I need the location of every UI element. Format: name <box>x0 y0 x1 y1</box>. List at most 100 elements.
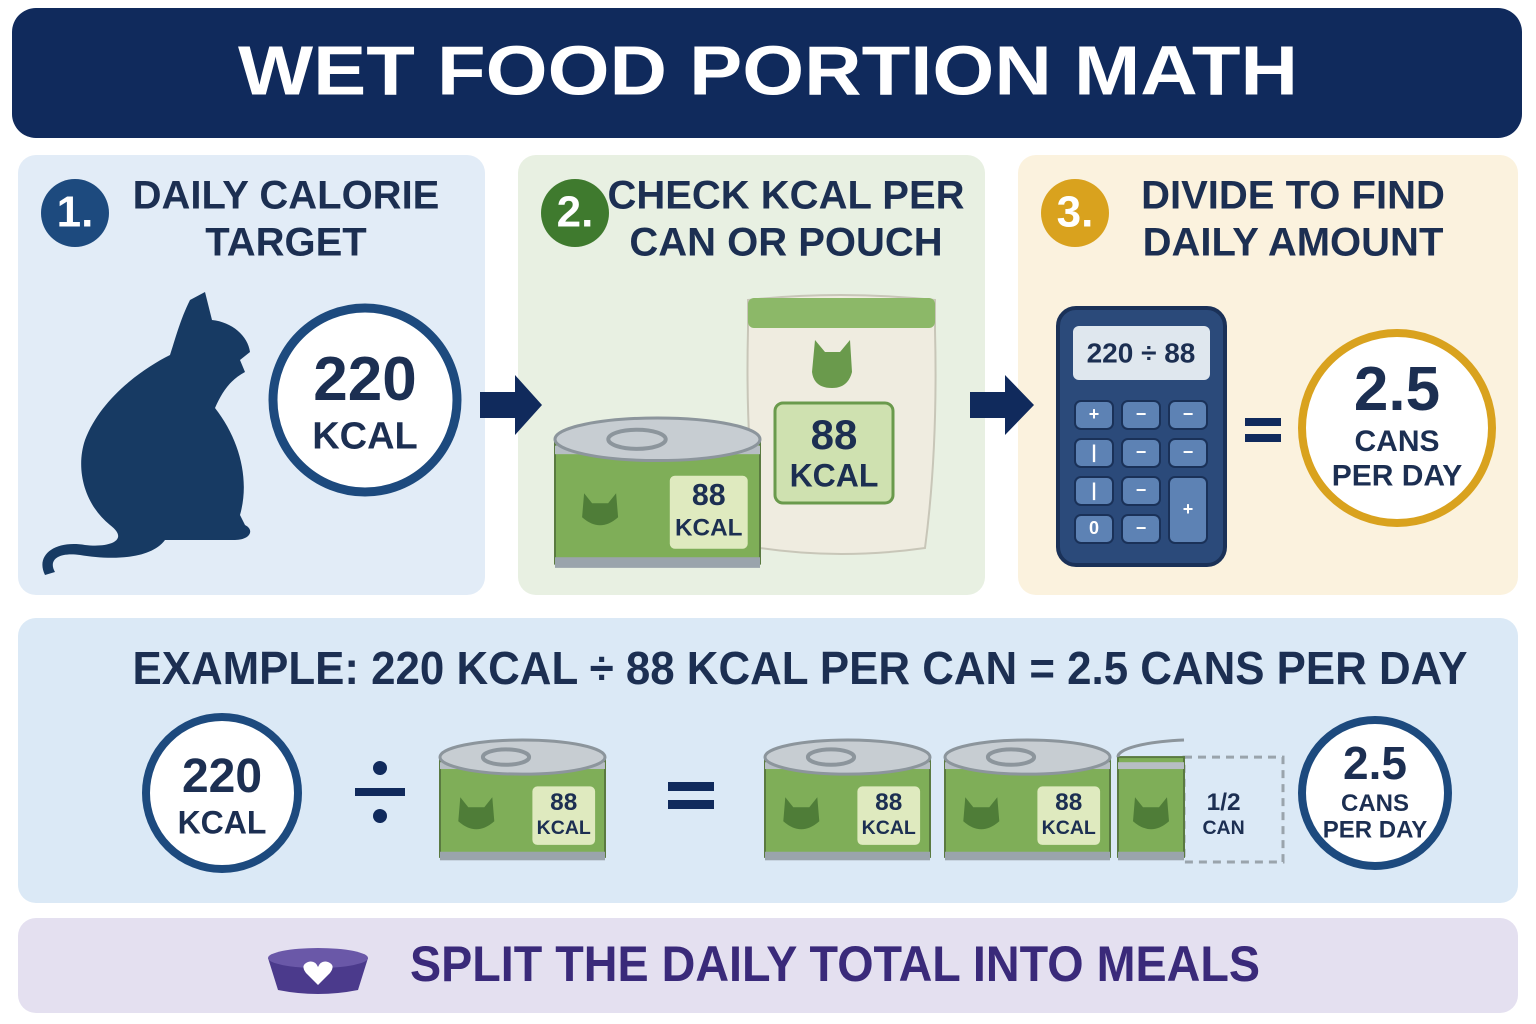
divide-sign <box>373 809 387 823</box>
step-number: 3. <box>1057 188 1094 237</box>
can-tab <box>480 747 532 767</box>
can-lid <box>943 738 1112 776</box>
calculator-key <box>1168 438 1208 468</box>
step-number: 2. <box>557 188 594 237</box>
step-title: CAN OR POUCH <box>629 221 942 265</box>
calculator-key <box>1121 400 1161 430</box>
calculator-key-label: | <box>1091 442 1096 462</box>
example-headline: EXAMPLE: 220 KCAL ÷ 88 KCAL PER CAN = 2.… <box>133 642 1468 694</box>
result-unit: PER DAY <box>1332 459 1463 492</box>
can-lid <box>553 416 762 463</box>
can-label <box>857 786 921 845</box>
calculator-key-label: − <box>1136 518 1147 538</box>
kcal-unit: KCAL <box>312 416 418 458</box>
pouch-value: 88 <box>811 411 858 458</box>
can-rim <box>945 851 1110 861</box>
can-tab <box>606 427 668 451</box>
step-number: 1. <box>57 188 94 237</box>
calculator-key-label: + <box>1183 499 1194 519</box>
equals-sign <box>1245 418 1281 426</box>
kcal-value: 220 <box>182 750 262 803</box>
arrow <box>480 375 542 435</box>
pouch-unit: KCAL <box>790 457 879 493</box>
equals-sign <box>1245 434 1281 442</box>
result-circle <box>1298 329 1496 527</box>
calculator-key <box>1168 476 1208 544</box>
can-body <box>1116 738 1185 861</box>
can-rim <box>765 851 930 861</box>
can-lid <box>438 738 607 776</box>
result-unit: CANS <box>1341 790 1409 817</box>
step-title: CHECK KCAL PER <box>607 174 964 218</box>
can-lid <box>763 738 932 776</box>
calculator-key <box>1121 476 1161 506</box>
pouch-band <box>748 298 935 328</box>
step-title: DIVIDE TO FIND <box>1141 174 1445 218</box>
can-side <box>1117 756 1185 858</box>
can-unit: KCAL <box>1042 817 1096 839</box>
calculator-key-label: − <box>1136 404 1147 424</box>
can-rim <box>555 557 760 568</box>
divide-sign <box>373 761 387 775</box>
can-tab <box>985 747 1037 767</box>
calculator-key-label: − <box>1136 442 1147 462</box>
heart-icon <box>303 961 333 985</box>
cat-icon <box>42 292 251 575</box>
kcal-circle <box>268 303 462 497</box>
cat-face-icon <box>582 493 619 526</box>
can-unit: CAN <box>1202 817 1244 839</box>
can-rim <box>1118 762 1184 770</box>
can-unit: KCAL <box>675 514 743 541</box>
step-title: TARGET <box>205 221 366 265</box>
step-title: DAILY AMOUNT <box>1143 221 1444 265</box>
can-rim <box>440 851 605 861</box>
cat-face-icon <box>963 797 1000 830</box>
cat-face-icon <box>1133 797 1169 830</box>
kcal-unit: KCAL <box>178 804 267 840</box>
can-rim <box>1118 851 1184 861</box>
calculator-display-text: 220 ÷ 88 <box>1087 337 1196 368</box>
calculator-key <box>1074 438 1114 468</box>
step-badge <box>1041 179 1109 247</box>
can-value: 88 <box>550 789 577 816</box>
result-unit: CANS <box>1354 425 1439 458</box>
pouch-label <box>773 401 895 505</box>
footer-text: SPLIT THE DAILY TOTAL INTO MEALS <box>410 936 1260 992</box>
calculator-key-label: | <box>1091 480 1096 500</box>
result-value: 2.5 <box>1354 355 1440 424</box>
result-unit: PER DAY <box>1323 816 1427 843</box>
can-unit: KCAL <box>537 817 591 839</box>
step-badge <box>541 179 609 247</box>
calculator-key <box>1121 514 1161 544</box>
can-lid <box>1116 738 1185 758</box>
can-unit: KCAL <box>862 817 916 839</box>
footer-bar <box>18 918 1518 1013</box>
cat-face-icon <box>783 797 820 830</box>
calculator-key <box>1074 476 1114 506</box>
bowl-icon <box>268 948 368 968</box>
calculator-key-label: − <box>1183 442 1194 462</box>
kcal-circle <box>142 713 302 873</box>
calculator-key-label: + <box>1089 404 1100 424</box>
calculator-key-label: − <box>1183 404 1194 424</box>
can-value: 88 <box>692 478 726 512</box>
result-value: 2.5 <box>1343 737 1407 789</box>
can-label <box>532 786 596 845</box>
calculator-key-label: 0 <box>1089 518 1099 538</box>
arrow <box>970 375 1034 435</box>
equals-sign <box>668 800 714 809</box>
equals-sign <box>668 782 714 791</box>
can-label <box>669 475 748 549</box>
result-circle <box>1298 716 1452 870</box>
calculator-display <box>1073 326 1210 380</box>
calculator-key <box>1074 400 1114 430</box>
cat-face-icon <box>458 797 495 830</box>
step-title: DAILY CALORIE <box>133 174 440 218</box>
cat-face-icon <box>812 340 852 388</box>
